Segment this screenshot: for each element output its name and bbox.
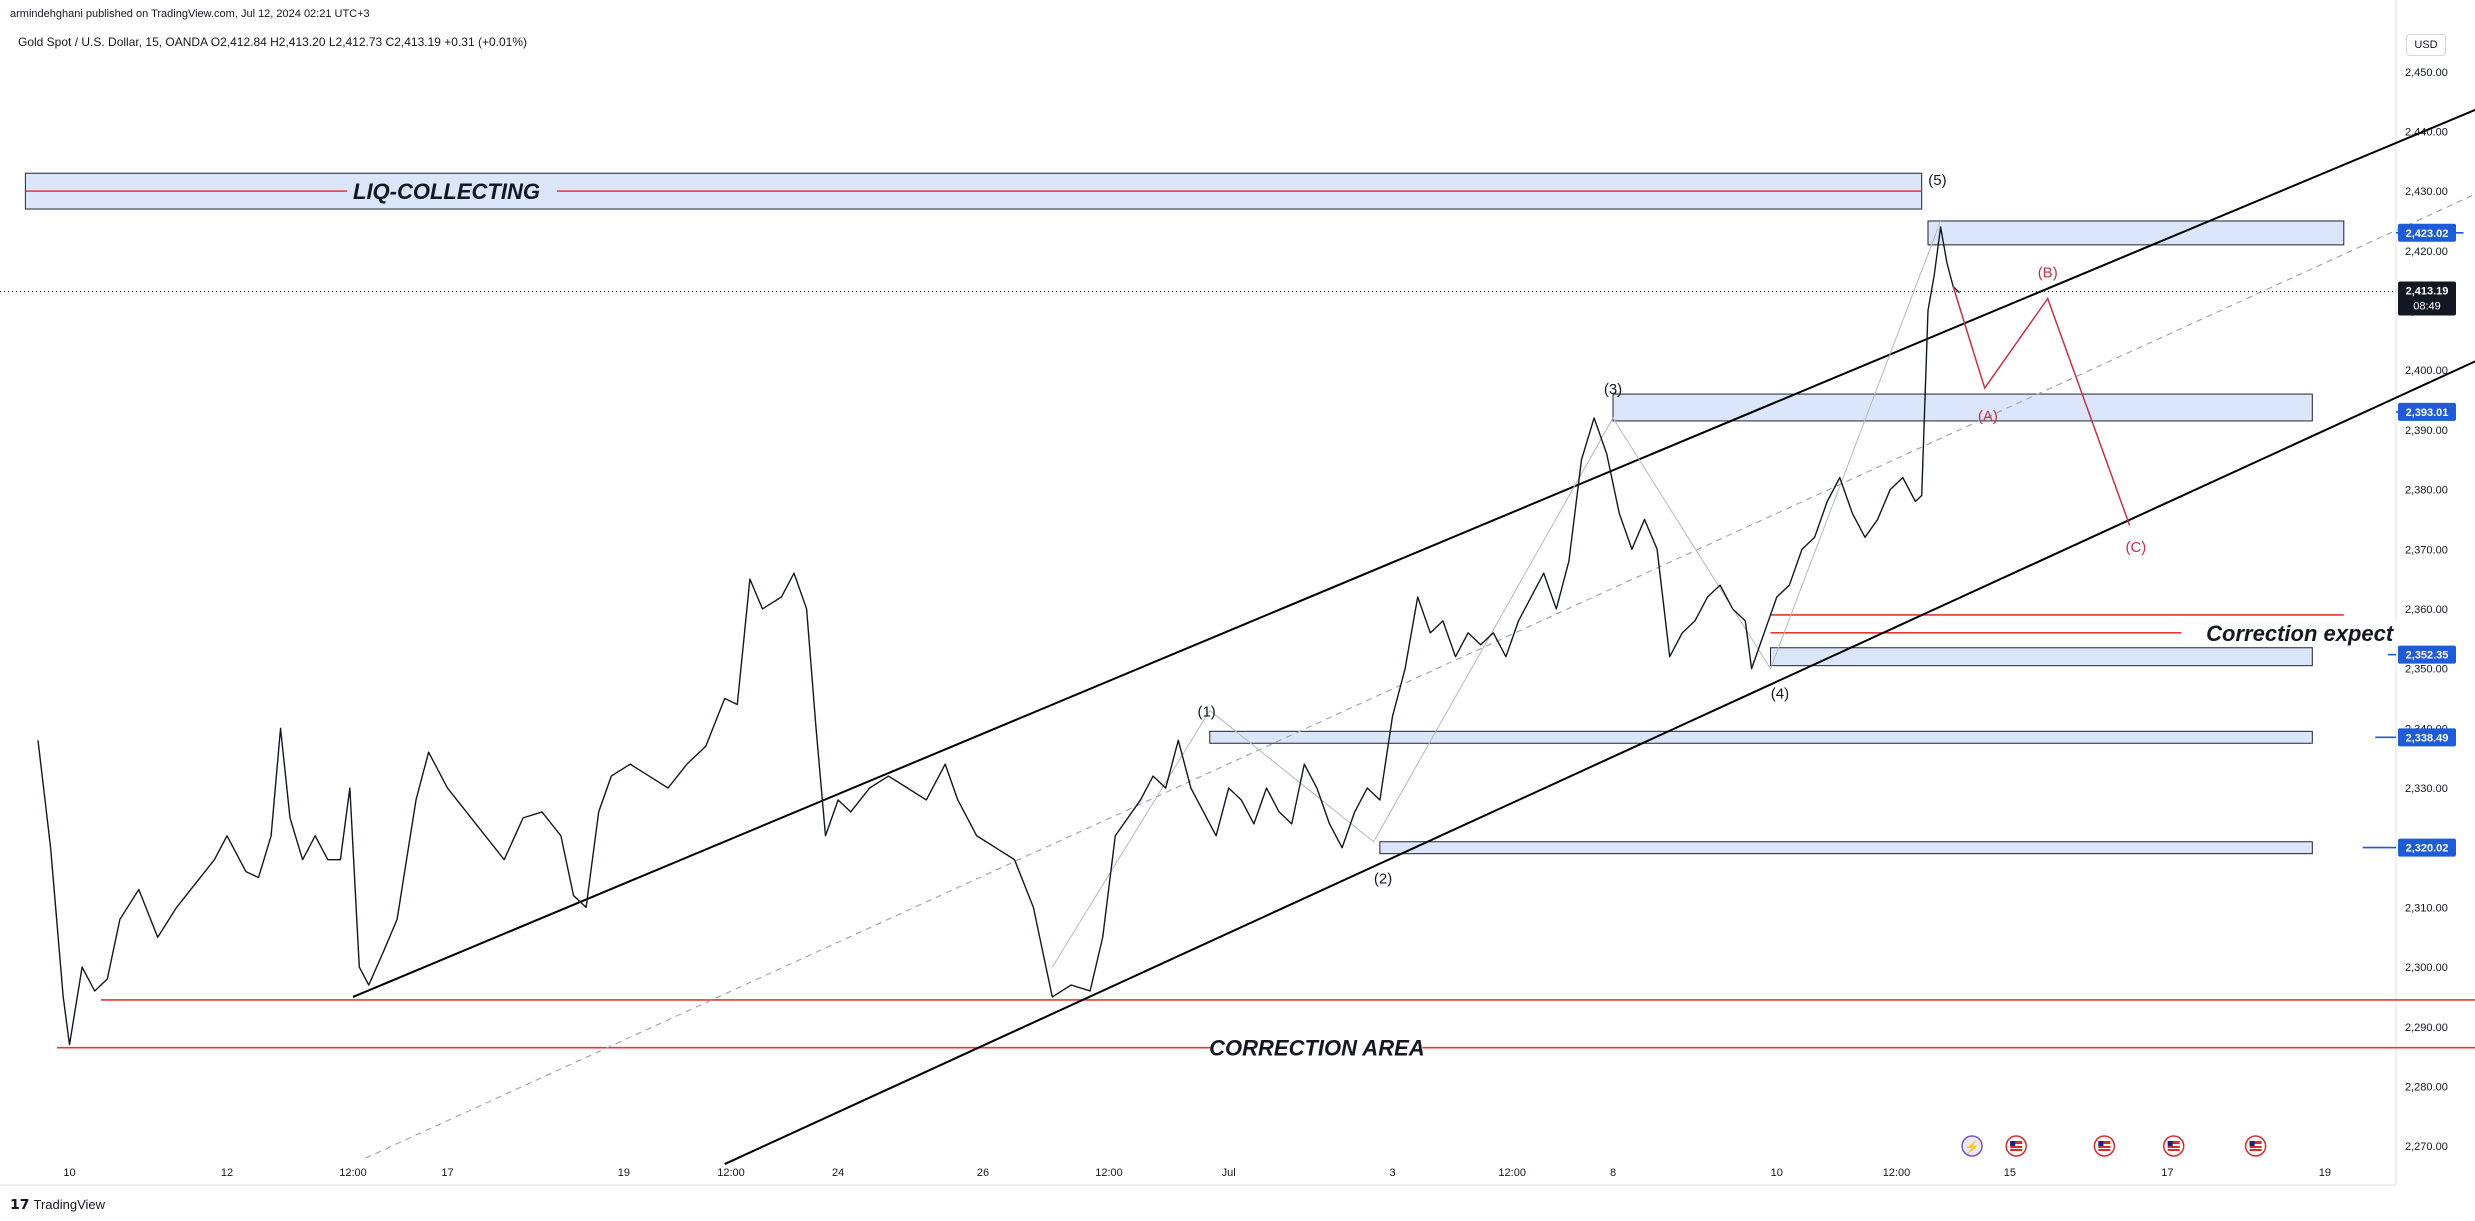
x-tick-label: 12 — [221, 1167, 233, 1179]
x-tick-label: 19 — [2319, 1167, 2331, 1179]
price-level-tag — [2398, 223, 2456, 242]
y-tick-label: 2,450.00 — [2405, 67, 2448, 79]
x-tick-label: 15 — [2004, 1167, 2016, 1179]
current-price-tag — [2398, 281, 2456, 316]
y-tick-label: 2,270.00 — [2405, 1141, 2448, 1153]
current-price-label: 2,413.19 — [2406, 285, 2449, 297]
tradingview-logo-icon: 𝟭𝟳 — [10, 1196, 30, 1212]
price-level-label: 2,393.01 — [2406, 407, 2449, 419]
abc-wave-label: (C) — [2125, 539, 2146, 556]
x-tick-label: 8 — [1610, 1167, 1616, 1179]
x-tick-label: 3 — [1389, 1167, 1395, 1179]
elliott-wave-path[interactable] — [1051, 220, 1942, 968]
us-flag-stripe — [2010, 1144, 2023, 1146]
symbol-ohlc-legend: Gold Spot / U.S. Dollar, 15, OANDA O2,41… — [18, 35, 527, 49]
price-level-tag — [2398, 645, 2456, 664]
us-flag-stripe — [2010, 1148, 2023, 1149]
x-tick-label: 17 — [2161, 1167, 2173, 1179]
us-flag-stripe — [2249, 1144, 2262, 1146]
us-flag-canton — [2167, 1141, 2173, 1146]
line-label-bg — [1211, 1034, 1423, 1061]
channel-lower-line[interactable] — [724, 352, 2475, 1165]
us-flag-canton — [2249, 1141, 2255, 1146]
us-flag-stripe — [2167, 1144, 2180, 1146]
y-tick-label: 2,380.00 — [2405, 485, 2448, 497]
supply-demand-zone[interactable] — [1770, 647, 2313, 667]
supply-demand-zone[interactable] — [1927, 220, 2345, 246]
abc-wave-label: (B) — [2038, 265, 2058, 282]
x-tick-label: 10 — [1771, 1167, 1783, 1179]
y-tick-label: 2,310.00 — [2405, 902, 2448, 914]
bar-countdown-label: 08:49 — [2413, 300, 2441, 312]
channel-upper-line[interactable] — [352, 102, 2475, 998]
zone-label-bg — [347, 179, 557, 204]
us-flag-stripe — [2098, 1144, 2111, 1146]
price-level-label: 2,352.35 — [2406, 650, 2449, 662]
wave-label: (3) — [1604, 381, 1622, 398]
x-tick-label: 19 — [618, 1167, 630, 1179]
x-tick-label: 10 — [63, 1167, 75, 1179]
price-level-label: 2,320.02 — [2406, 843, 2449, 855]
y-tick-label: 2,400.00 — [2405, 365, 2448, 377]
x-tick-label: 12:00 — [1095, 1167, 1123, 1179]
tradingview-brand[interactable]: 𝟭𝟳 TradingView — [10, 1196, 105, 1213]
abc-projection-path[interactable] — [1952, 286, 2131, 526]
wave-label: (4) — [1771, 685, 1789, 702]
x-tick-label: 12:00 — [1498, 1167, 1526, 1179]
supply-demand-zone[interactable] — [1379, 841, 2313, 855]
supply-demand-zone[interactable] — [1612, 393, 2313, 422]
wave-label: (5) — [1928, 172, 1946, 189]
price-level-tag — [2398, 728, 2456, 747]
y-tick-label: 2,300.00 — [2405, 962, 2448, 974]
us-flag-canton — [2098, 1141, 2104, 1146]
y-tick-label: 2,280.00 — [2405, 1081, 2448, 1093]
y-tick-label: 2,360.00 — [2405, 604, 2448, 616]
zone-label-text: LIQ-COLLECTING — [353, 179, 540, 204]
line-label-text: CORRECTION AREA — [1209, 1036, 1425, 1061]
supply-demand-zone[interactable] — [1209, 730, 2313, 744]
line-label-text: Correction expect — [2206, 621, 2395, 646]
us-flag-canton — [2010, 1141, 2016, 1146]
lightning-glyph: ⚡ — [1965, 1140, 1980, 1154]
x-tick-label: 17 — [441, 1167, 453, 1179]
price-level-label: 2,423.02 — [2406, 228, 2449, 240]
y-tick-label: 2,290.00 — [2405, 1022, 2448, 1034]
abc-wave-label: (A) — [1978, 408, 1998, 425]
us-flag-stripe — [2249, 1148, 2262, 1149]
x-tick-label: 12:00 — [1883, 1167, 1911, 1179]
x-tick-label: 12:00 — [339, 1167, 367, 1179]
price-line[interactable] — [37, 226, 1960, 1046]
price-level-label: 2,338.49 — [2406, 732, 2449, 744]
currency-button[interactable]: USD — [2406, 34, 2446, 56]
price-level-tag — [2398, 838, 2456, 857]
price-level-tag — [2398, 402, 2456, 421]
us-flag-stripe — [2098, 1148, 2111, 1149]
line-label-bg — [2181, 619, 2419, 646]
brand-name: TradingView — [33, 1197, 106, 1212]
x-tick-label: 12:00 — [717, 1167, 745, 1179]
us-flag-stripe — [2167, 1148, 2180, 1149]
x-tick-label: Jul — [1222, 1167, 1236, 1179]
y-tick-label: 2,420.00 — [2405, 246, 2448, 258]
channel-midline[interactable] — [365, 185, 2475, 1159]
y-tick-label: 2,330.00 — [2405, 783, 2448, 795]
y-tick-label: 2,370.00 — [2405, 544, 2448, 556]
lightning-icon[interactable] — [1961, 1135, 1983, 1157]
y-tick-label: 2,390.00 — [2405, 425, 2448, 437]
x-tick-label: 26 — [977, 1167, 989, 1179]
y-tick-label: 2,350.00 — [2405, 664, 2448, 676]
publisher-header: armindehghani published on TradingView.c… — [10, 8, 370, 20]
y-tick-label: 2,430.00 — [2405, 186, 2448, 198]
x-tick-label: 24 — [832, 1167, 844, 1179]
wave-label: (1) — [1197, 703, 1215, 720]
wave-label: (2) — [1374, 871, 1392, 888]
